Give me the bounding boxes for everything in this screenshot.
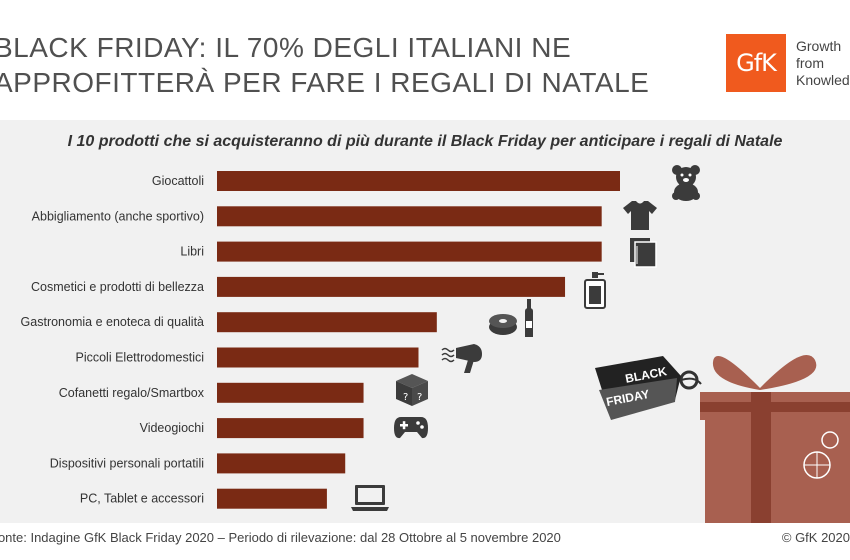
bar: [217, 276, 566, 297]
category-label: PC, Tablet e accessori: [80, 492, 204, 506]
hair-dryer-icon: [441, 344, 482, 373]
category-label: Abbigliamento (anche sportivo): [32, 209, 204, 223]
copyright: © GfK 2020: [781, 530, 850, 545]
category-label: Cosmetici e prodotti di bellezza: [31, 280, 204, 294]
svg-text:?: ?: [403, 392, 408, 403]
category-label: Libri: [180, 245, 204, 259]
bar: [217, 418, 364, 439]
cosmetic-bottle-icon: [584, 272, 606, 309]
chart-title: I 10 prodotti che si acquisteranno di pi…: [67, 133, 783, 150]
laptop-icon: [351, 485, 389, 511]
bar: [217, 312, 437, 333]
tagline-line-1: Growth: [796, 38, 842, 54]
source-note: Fonte: Indagine GfK Black Friday 2020 – …: [0, 530, 561, 545]
svg-text:?: ?: [417, 392, 422, 403]
page-title: BLACK FRIDAY: IL 70% DEGLI ITALIANI NE A…: [0, 30, 649, 100]
category-label: Piccoli Elettrodomestici: [75, 351, 204, 365]
bar: [217, 206, 602, 227]
logo-text: GfK: [736, 49, 777, 77]
bar: [217, 347, 419, 368]
category-label: Gastronomia e enoteca di qualità: [21, 315, 204, 329]
title-line-2: APPROFITTERÀ PER FARE I REGALI DI NATALE: [0, 67, 650, 98]
teddy-bear-icon: [672, 165, 700, 201]
category-label: Giocattoli: [152, 174, 204, 188]
tshirt-icon: [623, 201, 657, 230]
tagline: Growth from Knowledge: [796, 38, 850, 89]
bar: [217, 488, 327, 509]
category-label: Cofanetti regalo/Smartbox: [59, 386, 205, 400]
title-line-1: BLACK FRIDAY: IL 70% DEGLI ITALIANI NE: [0, 32, 572, 63]
gift-with-black-friday-tag-icon: [595, 354, 850, 523]
gamepad-icon: [394, 417, 428, 439]
bar-chart: Giocattoli Abbigliamento (anche sportivo)…: [21, 171, 620, 509]
books-icon: [630, 238, 657, 268]
tagline-line-3: Knowledge: [796, 72, 850, 88]
cake-and-wine-icon: [489, 299, 533, 337]
category-label: Videogiochi: [140, 421, 204, 435]
bar: [217, 382, 364, 403]
gift-box-icon: ? ?: [396, 374, 428, 406]
category-label: Dispositivi personali portatili: [50, 456, 204, 470]
bar: [217, 171, 620, 191]
tagline-line-2: from: [796, 55, 824, 71]
bar: [217, 241, 602, 262]
bar: [217, 453, 346, 474]
gfk-logo: GfK: [726, 34, 786, 92]
